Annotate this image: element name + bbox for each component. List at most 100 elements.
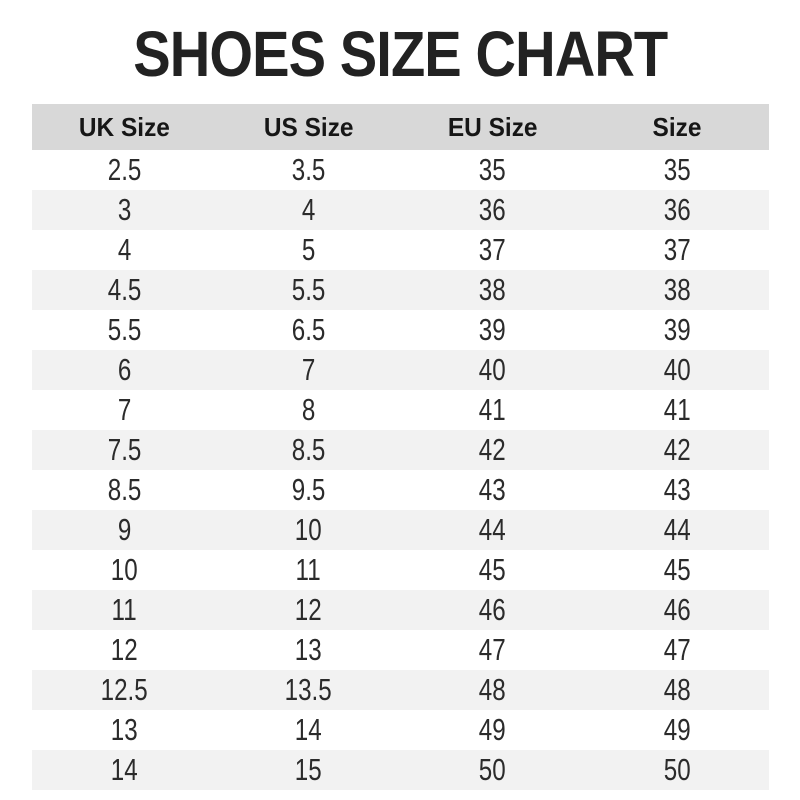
cell-value: 11 bbox=[295, 552, 321, 587]
table-cell: 7.5 bbox=[32, 430, 216, 470]
header-label: Size bbox=[652, 111, 702, 142]
cell-value: 49 bbox=[663, 712, 691, 747]
table-cell: 5.5 bbox=[216, 270, 400, 310]
cell-value: 36 bbox=[479, 192, 507, 227]
cell-value: 38 bbox=[479, 272, 507, 307]
table-cell: 35 bbox=[585, 150, 769, 190]
cell-value: 11 bbox=[111, 592, 137, 627]
header-label: UK Size bbox=[78, 111, 170, 142]
cell-value: 8 bbox=[301, 392, 316, 427]
cell-value: 39 bbox=[479, 312, 507, 347]
cell-value: 3.5 bbox=[291, 152, 326, 187]
table-cell: 39 bbox=[585, 310, 769, 350]
cell-value: 45 bbox=[663, 552, 691, 587]
cell-value: 38 bbox=[663, 272, 691, 307]
table-row: 7 8 41 41 bbox=[32, 390, 769, 430]
table-row: 7.5 8.5 42 42 bbox=[32, 430, 769, 470]
header-label: US Size bbox=[263, 111, 354, 142]
cell-value: 14 bbox=[294, 712, 322, 747]
cell-value: 12.5 bbox=[100, 672, 148, 707]
table-cell: 5 bbox=[216, 230, 400, 270]
header-label: EU Size bbox=[447, 111, 538, 142]
table-cell: 4 bbox=[216, 190, 400, 230]
size-chart-table: UK Size US Size EU Size Size 2.5 3.5 35 35 3 4 36… bbox=[32, 104, 769, 790]
table-cell: 9 bbox=[32, 510, 216, 550]
table-cell: 10 bbox=[32, 550, 216, 590]
table-cell: 38 bbox=[401, 270, 585, 310]
table-header-row: UK Size US Size EU Size Size bbox=[32, 104, 769, 150]
cell-value: 4 bbox=[117, 232, 131, 267]
cell-value: 37 bbox=[479, 232, 507, 267]
table-row: 12 13 47 47 bbox=[32, 630, 769, 670]
table-row: 4.5 5.5 38 38 bbox=[32, 270, 769, 310]
cell-value: 41 bbox=[663, 392, 691, 427]
cell-value: 42 bbox=[479, 432, 507, 467]
header-cell-2: EU Size bbox=[401, 104, 585, 150]
table-row: 3 4 36 36 bbox=[32, 190, 769, 230]
table-cell: 8.5 bbox=[216, 430, 400, 470]
table-cell: 42 bbox=[401, 430, 585, 470]
table-row: 6 7 40 40 bbox=[32, 350, 769, 390]
cell-value: 10 bbox=[294, 512, 322, 547]
table-row: 13 14 49 49 bbox=[32, 710, 769, 750]
table-cell: 50 bbox=[585, 750, 769, 790]
page-title: SHOES SIZE CHART bbox=[132, 18, 668, 90]
cell-value: 5.5 bbox=[107, 312, 141, 347]
cell-value: 3 bbox=[117, 192, 131, 227]
cell-value: 6.5 bbox=[291, 312, 326, 347]
cell-value: 36 bbox=[663, 192, 691, 227]
cell-value: 7 bbox=[301, 352, 316, 387]
cell-value: 47 bbox=[479, 632, 507, 667]
title-wrap: SHOES SIZE CHART bbox=[0, 18, 800, 90]
cell-value: 12 bbox=[294, 592, 322, 627]
cell-value: 2.5 bbox=[107, 152, 141, 187]
cell-value: 8.5 bbox=[291, 432, 326, 467]
cell-value: 49 bbox=[479, 712, 507, 747]
table-cell: 7 bbox=[32, 390, 216, 430]
table-row: 11 12 46 46 bbox=[32, 590, 769, 630]
cell-value: 6 bbox=[117, 352, 131, 387]
header-cell-3: Size bbox=[585, 104, 769, 150]
table-cell: 3.5 bbox=[216, 150, 400, 190]
cell-value: 13.5 bbox=[284, 672, 332, 707]
table-cell: 8 bbox=[216, 390, 400, 430]
table-cell: 2.5 bbox=[32, 150, 216, 190]
header-cell-1: US Size bbox=[216, 104, 400, 150]
table-cell: 38 bbox=[585, 270, 769, 310]
table-cell: 46 bbox=[401, 590, 585, 630]
table-cell: 6.5 bbox=[216, 310, 400, 350]
cell-value: 42 bbox=[663, 432, 691, 467]
cell-value: 15 bbox=[294, 752, 322, 787]
cell-value: 50 bbox=[479, 752, 507, 787]
cell-value: 12 bbox=[110, 632, 138, 667]
cell-value: 4.5 bbox=[107, 272, 141, 307]
cell-value: 43 bbox=[479, 472, 507, 507]
cell-value: 7 bbox=[117, 392, 131, 427]
table-cell: 48 bbox=[585, 670, 769, 710]
table-cell: 35 bbox=[401, 150, 585, 190]
table-row: 5.5 6.5 39 39 bbox=[32, 310, 769, 350]
table-cell: 14 bbox=[216, 710, 400, 750]
table-cell: 5.5 bbox=[32, 310, 216, 350]
table-cell: 42 bbox=[585, 430, 769, 470]
header-cell-0: UK Size bbox=[32, 104, 216, 150]
table-cell: 4.5 bbox=[32, 270, 216, 310]
cell-value: 9 bbox=[117, 512, 131, 547]
table-cell: 49 bbox=[401, 710, 585, 750]
cell-value: 13 bbox=[294, 632, 322, 667]
table-cell: 6 bbox=[32, 350, 216, 390]
table-cell: 45 bbox=[585, 550, 769, 590]
cell-value: 44 bbox=[663, 512, 691, 547]
table-cell: 36 bbox=[401, 190, 585, 230]
cell-value: 35 bbox=[479, 152, 507, 187]
cell-value: 50 bbox=[663, 752, 691, 787]
cell-value: 43 bbox=[663, 472, 691, 507]
table-cell: 47 bbox=[585, 630, 769, 670]
cell-value: 40 bbox=[663, 352, 691, 387]
cell-value: 45 bbox=[479, 552, 507, 587]
cell-value: 46 bbox=[479, 592, 507, 627]
cell-value: 9.5 bbox=[291, 472, 326, 507]
table-body: 2.5 3.5 35 35 3 4 36 36 4 5 37 37 4.5 5.5 38 38 5.5 6.5 39… bbox=[32, 150, 769, 790]
table-cell: 48 bbox=[401, 670, 585, 710]
